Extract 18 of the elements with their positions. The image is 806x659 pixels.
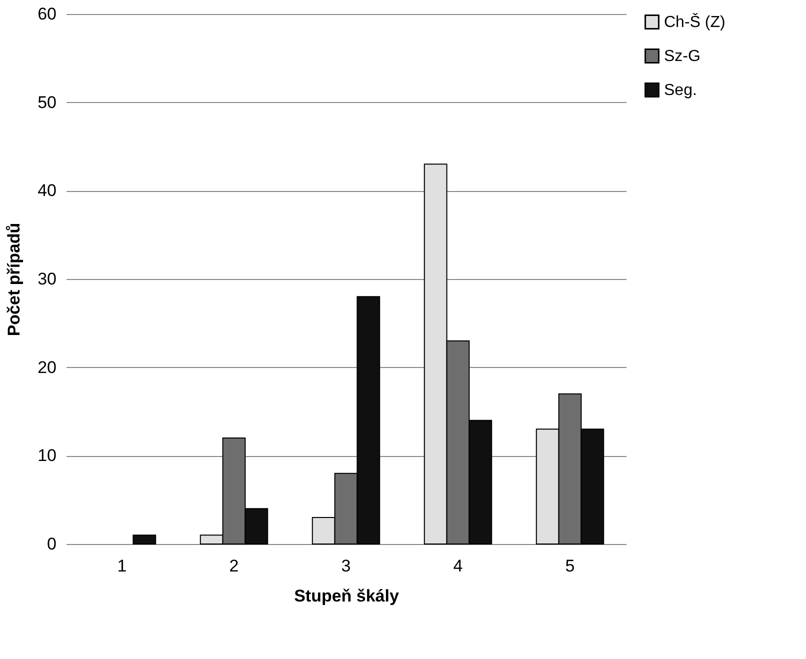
x-tick-label: 5 — [565, 556, 575, 576]
x-tick-label: 2 — [229, 556, 239, 576]
x-tick-label: 3 — [341, 556, 351, 576]
y-tick-label: 60 — [38, 4, 56, 24]
legend-label: Ch-Š (Z) — [664, 13, 726, 31]
bar — [132, 534, 156, 544]
y-tick-label: 30 — [38, 270, 56, 288]
legend-label: Sz-G — [664, 48, 700, 65]
y-tick-label: 20 — [38, 358, 56, 377]
y-tick-label: 10 — [38, 446, 56, 466]
y-tick-label: 40 — [38, 181, 56, 200]
y-tick-label: 50 — [38, 92, 56, 112]
x-tick-label: 4 — [453, 556, 463, 576]
x-tick-label: 1 — [117, 556, 127, 576]
x-axis-title: Stupeň škály — [294, 586, 400, 606]
legend-label: Seg. — [664, 82, 697, 99]
y-tick-label: 0 — [47, 534, 56, 554]
y-axis-title: Počet případů — [4, 222, 24, 336]
